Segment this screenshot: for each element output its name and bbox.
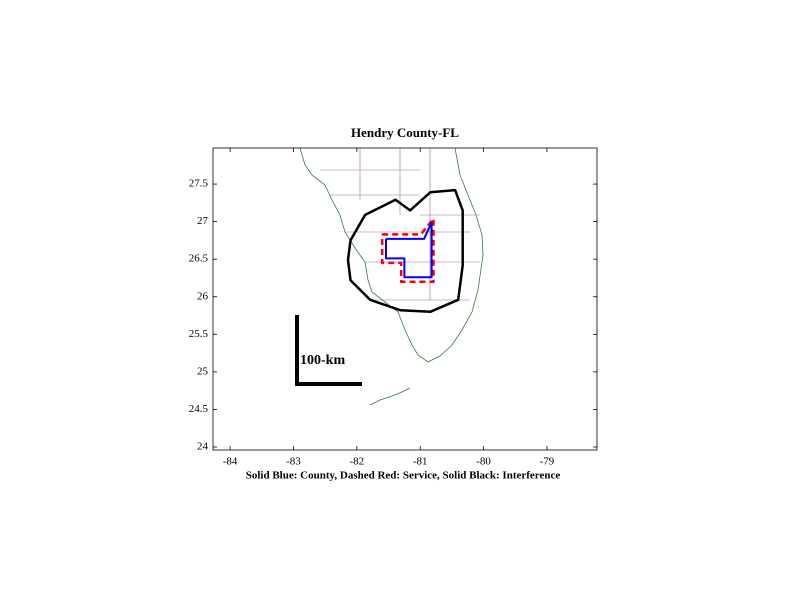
chart-title: Hendry County-FL [351,125,459,140]
plot-frame [212,147,598,451]
y-tick-label: 26.5 [189,253,209,265]
y-tick-label: 26 [197,290,209,302]
contour [380,217,435,283]
keys [369,387,411,406]
y-tick-label: 24 [197,441,209,453]
coastline [299,147,484,363]
x-tick-label: -82 [350,456,365,468]
x-tick-label: -84 [223,456,238,468]
y-tick-label: 24.5 [189,403,209,415]
scale-label: 100-km [300,353,345,368]
x-tick-label: -79 [540,456,555,468]
x-axis-label: Solid Blue: County, Dashed Red: Service,… [246,470,561,482]
x-tick-label: -80 [476,456,491,468]
y-tick-label: 27.5 [189,178,209,190]
x-tick-label: -81 [413,456,428,468]
contour [385,221,433,279]
y-tick-label: 25 [197,365,209,377]
y-tick-label: 27 [197,215,209,227]
y-tick-label: 25.5 [189,328,209,340]
scale-bar [295,315,362,386]
contour [346,188,464,314]
x-tick-label: -83 [286,456,301,468]
